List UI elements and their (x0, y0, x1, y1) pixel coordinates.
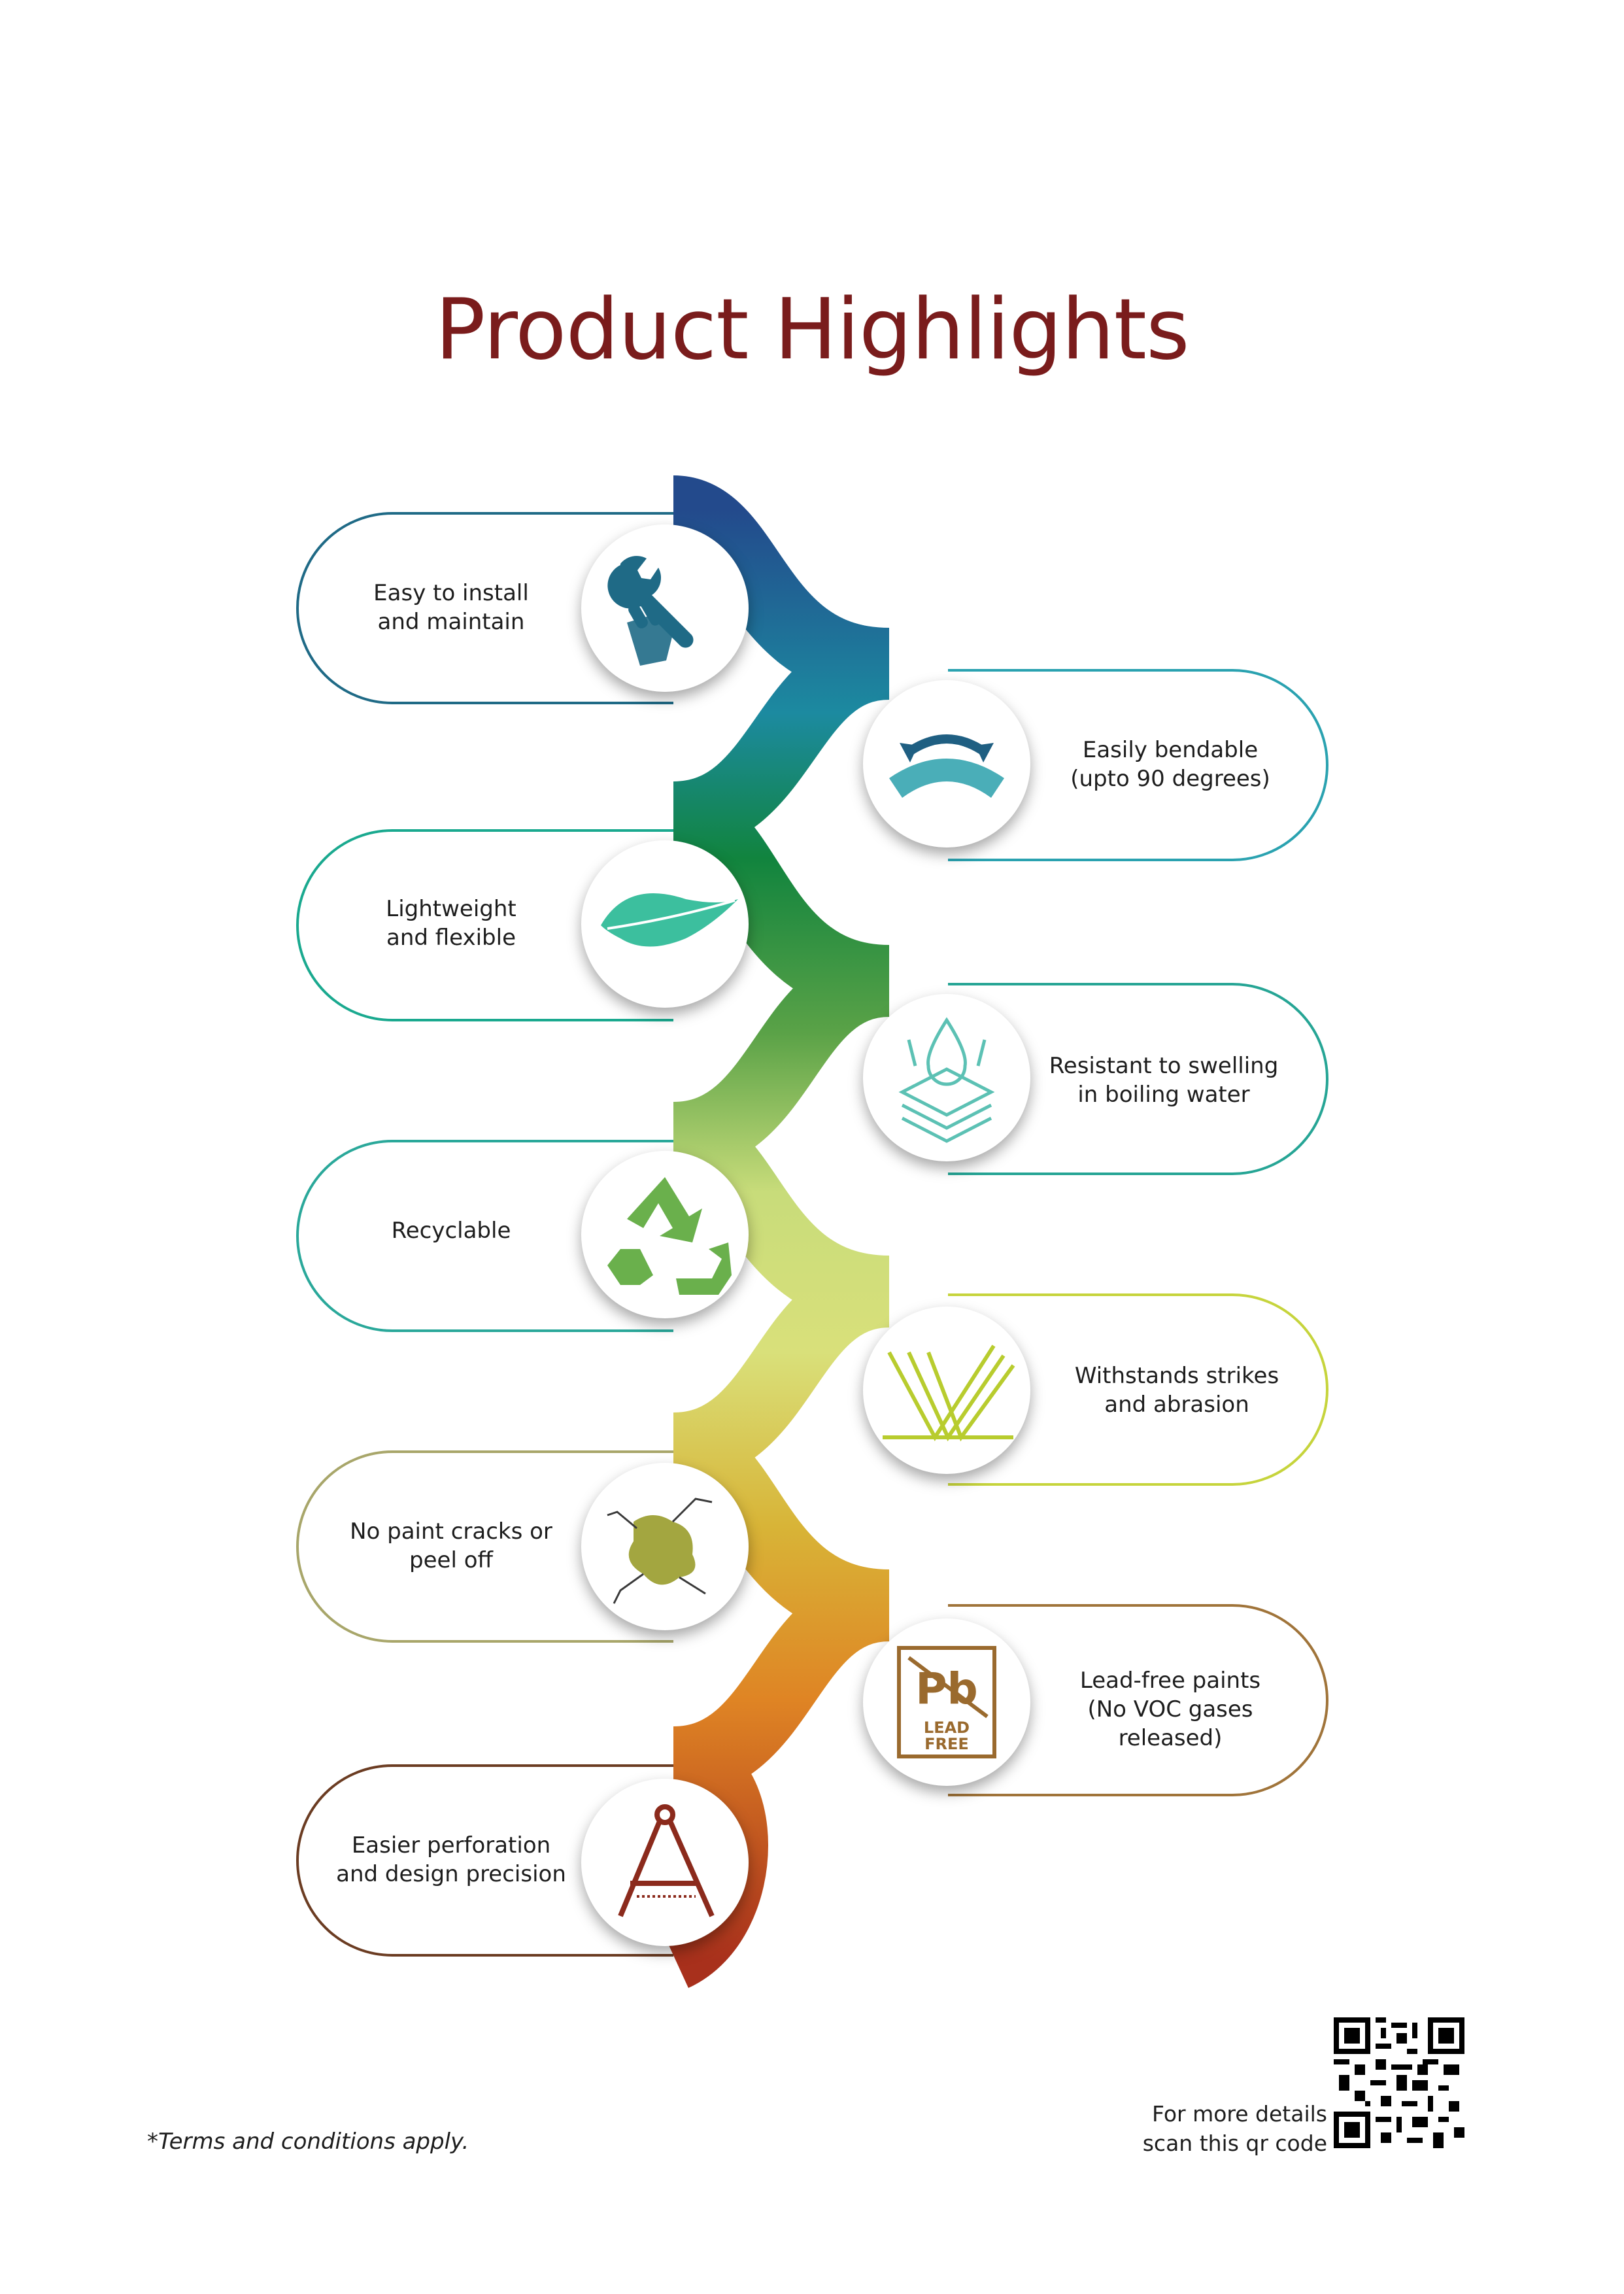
qr-caption: For more details scan this qr code (1142, 2101, 1327, 2156)
cracked-wall-icon (581, 1463, 749, 1630)
highlight-label-bendable: Easily bendable (upto 90 degrees) (1070, 737, 1270, 792)
svg-text:FREE: FREE (924, 1735, 969, 1753)
water-drop-layers-icon (863, 994, 1030, 1161)
highlight-label-lightweight: Lightweight and flexible (386, 896, 516, 951)
highlight-label-recyclable: Recyclable (391, 1218, 511, 1244)
highlight-label-strikes: Withstands strikes and abrasion (1074, 1363, 1279, 1418)
highlight-label-perforation: Easier perforation and design precision (336, 1832, 566, 1887)
highlight-label-install: Easy to install and maintain (373, 580, 529, 635)
terms-note: *Terms and conditions apply. (147, 2129, 469, 2155)
wrench-hand-icon (581, 524, 749, 692)
strike-arrows-icon (863, 1307, 1030, 1474)
page-title: Product Highlights (435, 281, 1189, 379)
highlight-label-lead-free: Lead-free paints (No VOC gases released) (1079, 1668, 1261, 1751)
highlight-label-cracks: No paint cracks or peel off (350, 1518, 552, 1573)
compass-icon (581, 1779, 749, 1946)
lead-free-icon: Pb LEAD FREE (863, 1618, 1030, 1786)
svg-text:LEAD: LEAD (924, 1719, 970, 1737)
feather-icon (581, 840, 749, 1008)
bend-arrows-icon (863, 680, 1030, 847)
qr-code-icon[interactable] (1334, 2017, 1464, 2148)
highlight-label-swelling: Resistant to swelling in boiling water (1049, 1053, 1279, 1108)
recycle-icon (581, 1151, 749, 1318)
